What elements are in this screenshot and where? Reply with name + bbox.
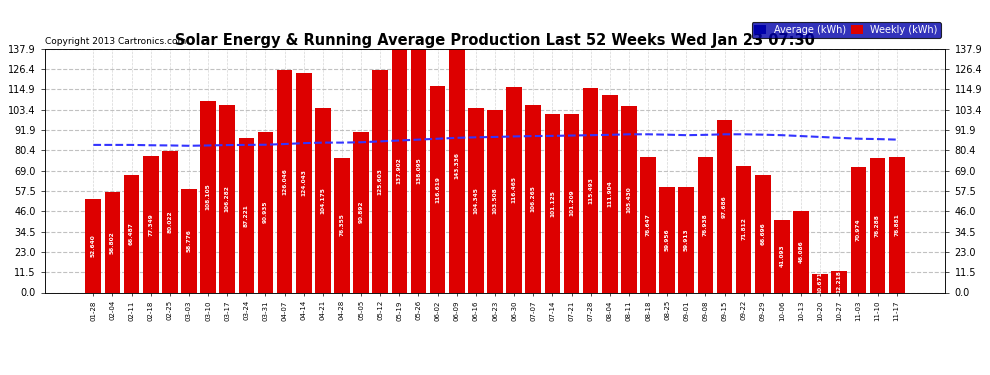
Bar: [869, 158, 885, 292]
Bar: [526, 105, 542, 292]
Bar: [277, 70, 292, 292]
Text: 56.802: 56.802: [110, 231, 115, 254]
Bar: [372, 70, 388, 292]
Text: 41.093: 41.093: [779, 245, 784, 267]
Bar: [143, 156, 158, 292]
Bar: [698, 156, 713, 292]
Bar: [257, 132, 273, 292]
Text: 115.493: 115.493: [588, 177, 593, 204]
Bar: [602, 95, 618, 292]
Text: 77.349: 77.349: [148, 213, 153, 236]
Bar: [641, 157, 655, 292]
Bar: [448, 39, 464, 292]
Text: 97.686: 97.686: [722, 195, 727, 217]
Bar: [239, 138, 254, 292]
Bar: [583, 88, 599, 292]
Bar: [315, 108, 331, 292]
Text: 137.902: 137.902: [397, 157, 402, 184]
Title: Solar Energy & Running Average Production Last 52 Weeks Wed Jan 23 07:30: Solar Energy & Running Average Productio…: [175, 33, 815, 48]
Bar: [717, 120, 733, 292]
Bar: [678, 187, 694, 292]
Bar: [162, 151, 177, 292]
Bar: [793, 211, 809, 292]
Bar: [487, 110, 503, 292]
Bar: [105, 192, 121, 292]
Text: 106.282: 106.282: [225, 185, 230, 212]
Text: 138.095: 138.095: [416, 157, 421, 184]
Bar: [220, 105, 235, 292]
Text: 108.105: 108.105: [206, 184, 211, 210]
Text: 71.812: 71.812: [742, 217, 746, 240]
Text: 103.508: 103.508: [492, 188, 498, 214]
Text: 80.022: 80.022: [167, 210, 172, 233]
Text: Copyright 2013 Cartronics.com: Copyright 2013 Cartronics.com: [45, 38, 186, 46]
Text: 70.974: 70.974: [856, 219, 861, 241]
Bar: [544, 114, 560, 292]
Text: 76.881: 76.881: [894, 213, 899, 236]
Bar: [813, 274, 828, 292]
Bar: [850, 167, 866, 292]
Bar: [85, 200, 101, 292]
Bar: [832, 271, 847, 292]
Text: 125.603: 125.603: [378, 168, 383, 195]
Bar: [736, 166, 751, 292]
Text: 58.776: 58.776: [186, 229, 191, 252]
Text: 143.336: 143.336: [454, 152, 459, 179]
Bar: [506, 87, 522, 292]
Bar: [200, 101, 216, 292]
Bar: [124, 175, 140, 292]
Bar: [296, 73, 312, 292]
Bar: [774, 220, 790, 292]
Legend: Average (kWh), Weekly (kWh): Average (kWh), Weekly (kWh): [751, 22, 940, 38]
Bar: [411, 48, 427, 292]
Text: 76.647: 76.647: [645, 213, 650, 236]
Text: 46.086: 46.086: [799, 240, 804, 263]
Text: 101.125: 101.125: [549, 190, 554, 217]
Bar: [659, 186, 675, 292]
Bar: [563, 114, 579, 292]
Bar: [353, 132, 369, 292]
Text: 59.956: 59.956: [664, 228, 669, 251]
Bar: [468, 108, 484, 292]
Text: 116.619: 116.619: [436, 176, 441, 203]
Text: 12.218: 12.218: [837, 270, 842, 293]
Text: 10.671: 10.671: [818, 272, 823, 294]
Bar: [621, 106, 637, 292]
Text: 111.904: 111.904: [607, 180, 612, 207]
Text: 124.043: 124.043: [301, 170, 306, 196]
Text: 66.696: 66.696: [760, 222, 765, 245]
Text: 104.175: 104.175: [321, 187, 326, 214]
Text: 66.487: 66.487: [129, 222, 134, 245]
Bar: [889, 157, 905, 292]
Text: 101.209: 101.209: [569, 190, 574, 216]
Text: 76.288: 76.288: [875, 214, 880, 237]
Text: 106.265: 106.265: [531, 185, 536, 212]
Text: 76.938: 76.938: [703, 213, 708, 236]
Text: 126.046: 126.046: [282, 168, 287, 195]
Bar: [430, 86, 446, 292]
Text: 104.345: 104.345: [473, 187, 478, 214]
Text: 87.221: 87.221: [244, 204, 248, 227]
Bar: [335, 158, 349, 292]
Text: 116.465: 116.465: [512, 176, 517, 203]
Text: 59.913: 59.913: [684, 228, 689, 251]
Bar: [391, 49, 407, 292]
Text: 105.430: 105.430: [627, 186, 632, 213]
Text: 52.640: 52.640: [91, 235, 96, 257]
Bar: [181, 189, 197, 292]
Text: 90.892: 90.892: [358, 201, 363, 223]
Text: 76.355: 76.355: [340, 214, 345, 237]
Bar: [755, 175, 770, 292]
Text: 90.935: 90.935: [263, 201, 268, 223]
